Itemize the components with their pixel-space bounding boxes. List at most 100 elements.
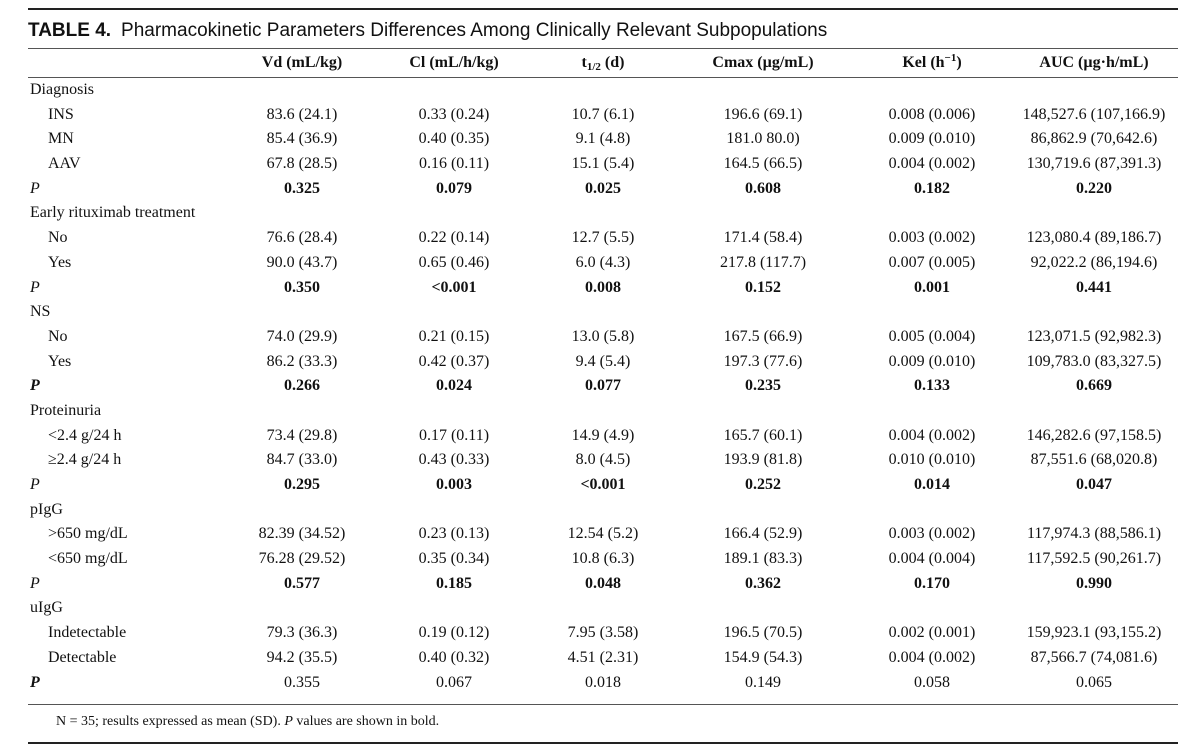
cell-vd: 94.2 (35.5): [266, 648, 338, 666]
cell-half-life: 15.1 (5.4): [571, 155, 635, 173]
p-value-kel: 0.001: [914, 278, 950, 296]
p-value-cmax: 0.235: [745, 377, 781, 395]
row-label: >650 mg/dL: [48, 525, 128, 543]
cell-cl: 0.43 (0.33): [418, 451, 490, 469]
p-value-vd: 0.355: [284, 673, 320, 691]
row-label: ≥2.4 g/24 h: [48, 451, 122, 469]
row-label: <2.4 g/24 h: [48, 426, 122, 444]
p-value-kel: 0.058: [914, 673, 950, 691]
p-value-auc: 0.065: [1076, 673, 1112, 691]
column-headers: Vd (mL/kg) Cl (mL/h/kg) t1/2 (d) Cmax (µ…: [230, 50, 1178, 76]
cell-half-life: 10.7 (6.1): [571, 105, 635, 123]
p-label: P: [30, 476, 40, 493]
table-row: <2.4 g/24 h 73.4 (29.8) 0.17 (0.11) 14.9 (4…: [28, 424, 1178, 449]
table-row: Yes 90.0 (43.7) 0.65 (0.46) 6.0 (4.3) 217.8 …: [28, 251, 1178, 276]
p-value-kel: 0.133: [914, 377, 950, 395]
group-row: pIgG: [28, 498, 1178, 523]
group-label: uIgG: [30, 599, 63, 617]
cell-kel: 0.010 (0.010): [888, 451, 976, 469]
cell-auc: 117,592.5 (90,261.7): [1026, 550, 1162, 568]
header-half-life: t1/2 (d): [534, 50, 672, 76]
cell-cmax: 166.4 (52.9): [723, 525, 803, 543]
cell-auc: 159,923.1 (93,155.2): [1026, 624, 1162, 642]
p-value-cmax: 0.149: [745, 673, 781, 691]
p-value-half-life: 0.077: [585, 377, 621, 395]
top-rule: [28, 8, 1178, 10]
cell-cl: 0.33 (0.24): [418, 105, 490, 123]
p-value-auc: 0.047: [1076, 476, 1112, 493]
header-top-rule: [28, 48, 1178, 49]
row-label: INS: [48, 105, 74, 123]
p-label: P: [30, 278, 40, 296]
p-value-row: P 0.266 0.024 0.077 0.235 0.133 0.669: [28, 374, 1178, 399]
cell-kel: 0.003 (0.002): [888, 525, 976, 543]
cell-half-life: 12.54 (5.2): [567, 525, 639, 543]
cell-auc: 109,783.0 (83,327.5): [1026, 352, 1162, 370]
p-value-auc: 0.441: [1076, 278, 1112, 296]
cell-vd: 84.7 (33.0): [266, 451, 338, 469]
cell-cl: 0.40 (0.35): [418, 130, 490, 148]
cell-cmax: 189.1 (83.3): [723, 550, 803, 568]
p-value-row: P 0.350 <0.001 0.008 0.152 0.001 0.441: [28, 276, 1178, 301]
group-label: Proteinuria: [30, 401, 102, 419]
header-kel-close: ): [956, 54, 962, 71]
group-label: pIgG: [30, 500, 63, 518]
cell-auc: 146,282.6 (97,158.5): [1026, 426, 1162, 444]
cell-auc: 87,551.6 (68,020.8): [1030, 451, 1158, 469]
cell-cl: 0.19 (0.12): [418, 624, 490, 642]
p-value-half-life: 0.048: [585, 574, 621, 592]
cell-auc: 117,974.3 (88,586.1): [1026, 525, 1162, 543]
p-label: P: [30, 574, 40, 592]
cell-vd: 86.2 (33.3): [266, 352, 338, 370]
cell-cl: 0.17 (0.11): [418, 426, 490, 444]
row-label: No: [48, 327, 68, 345]
table-row: No 76.6 (28.4) 0.22 (0.14) 12.7 (5.5) 171.4 …: [28, 226, 1178, 251]
table-footnote: N = 35; results expressed as mean (SD). …: [56, 710, 439, 734]
cell-cl: 0.16 (0.11): [418, 155, 490, 173]
p-value-cmax: 0.608: [745, 179, 781, 197]
row-label: Indetectable: [48, 624, 127, 642]
cell-auc: 148,527.6 (107,166.9): [1022, 105, 1166, 123]
table-row: INS 83.6 (24.1) 0.33 (0.24) 10.7 (6.1) 196.6…: [28, 103, 1178, 128]
p-value-auc: 0.220: [1076, 179, 1112, 197]
cell-half-life: 9.4 (5.4): [575, 352, 631, 370]
group-row: NS: [28, 300, 1178, 325]
cell-cl: 0.40 (0.32): [418, 648, 490, 666]
header-bottom-rule: [28, 77, 1178, 78]
cell-cmax: 164.5 (66.5): [723, 155, 803, 173]
p-value-half-life: 0.018: [585, 673, 621, 691]
cell-half-life: 14.9 (4.9): [571, 426, 635, 444]
footnote-p: P: [284, 714, 293, 729]
header-cl: Cl (mL/h/kg): [409, 54, 499, 71]
cell-vd: 90.0 (43.7): [266, 253, 338, 271]
header-vd: Vd (mL/kg): [261, 54, 343, 71]
p-value-vd: 0.295: [284, 476, 320, 493]
p-value-auc: 0.669: [1076, 377, 1112, 395]
cell-cl: 0.65 (0.46): [418, 253, 490, 271]
header-auc: AUC (µg·h/mL): [1039, 54, 1149, 71]
header-kel: Kel (h−1): [854, 50, 1010, 76]
p-value-cl: <0.001: [431, 278, 477, 296]
cell-half-life: 4.51 (2.31): [567, 648, 639, 666]
row-label: Yes: [48, 253, 72, 271]
footnote-text-a: N = 35; results expressed as mean (SD).: [56, 714, 285, 729]
row-label: AAV: [48, 155, 81, 173]
row-label: No: [48, 229, 68, 247]
table-row: Indetectable 79.3 (36.3) 0.19 (0.12) 7.95 (…: [28, 621, 1178, 646]
p-value-vd: 0.577: [284, 574, 320, 592]
group-row: Proteinuria: [28, 399, 1178, 424]
table-row: ≥2.4 g/24 h 84.7 (33.0) 0.43 (0.33) 8.0 (4.…: [28, 448, 1178, 473]
cell-half-life: 9.1 (4.8): [575, 130, 631, 148]
p-value-row: P 0.577 0.185 0.048 0.362 0.170 0.990: [28, 572, 1178, 597]
cell-cmax: 167.5 (66.9): [723, 327, 803, 345]
cell-cl: 0.42 (0.37): [418, 352, 490, 370]
p-label: P: [30, 377, 40, 395]
header-cmax: Cmax (µg/mL): [712, 54, 814, 71]
header-half-life-unit: (d): [600, 54, 625, 71]
table-label: TABLE 4.: [28, 20, 112, 41]
p-value-half-life: <0.001: [580, 476, 626, 493]
row-label: MN: [48, 130, 74, 148]
p-value-vd: 0.325: [284, 179, 320, 197]
p-value-kel: 0.014: [914, 476, 950, 493]
cell-kel: 0.004 (0.002): [888, 648, 976, 666]
